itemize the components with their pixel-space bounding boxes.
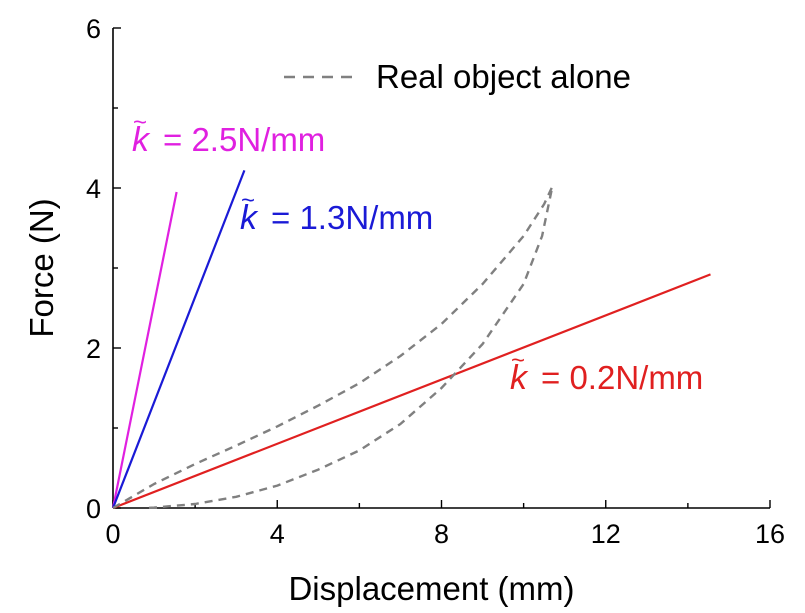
- series-layer: [111, 170, 711, 510]
- annotation-k-2-5: k ~ = 2.5N/mm: [132, 109, 325, 159]
- annotation-label: = 0.2N/mm: [541, 359, 703, 396]
- k-tilde-symbol: k: [240, 199, 259, 237]
- x-tick-label: 16: [755, 519, 785, 549]
- series-line-3: [112, 185, 554, 510]
- y-tick-label: 6: [86, 14, 101, 44]
- x-tick-label: 8: [434, 519, 449, 549]
- y-tick-label: 2: [86, 334, 101, 364]
- k-tilde-symbol: k: [132, 121, 151, 159]
- tilde-mark: ~: [241, 187, 255, 214]
- k-tilde-symbol: k: [510, 359, 529, 397]
- series-line-2: [112, 273, 711, 510]
- y-tick-label: 0: [86, 494, 101, 524]
- annotation-label: = 1.3N/mm: [271, 199, 433, 236]
- x-axis-title: Displacement (mm): [288, 570, 574, 607]
- axes: 0 4 8 12 16 0 2 4 6 Displacement (mm) Force (N): [23, 14, 785, 607]
- y-tick-label: 4: [86, 174, 101, 204]
- series-line-0: [111, 191, 178, 509]
- annotation-k-0-2: k ~ = 0.2N/mm: [510, 347, 703, 397]
- series-line-1: [111, 170, 246, 509]
- tilde-mark: ~: [133, 109, 147, 136]
- tilde-mark: ~: [511, 347, 525, 374]
- y-axis-title: Force (N): [23, 198, 60, 337]
- annotation-k-1-3: k ~ = 1.3N/mm: [240, 187, 433, 237]
- x-tick-label: 4: [270, 519, 285, 549]
- legend-label: Real object alone: [376, 58, 631, 95]
- x-tick-label: 0: [105, 519, 120, 549]
- annotation-label: = 2.5N/mm: [163, 121, 325, 158]
- x-tick-label: 12: [591, 519, 621, 549]
- legend: Real object alone: [284, 58, 631, 95]
